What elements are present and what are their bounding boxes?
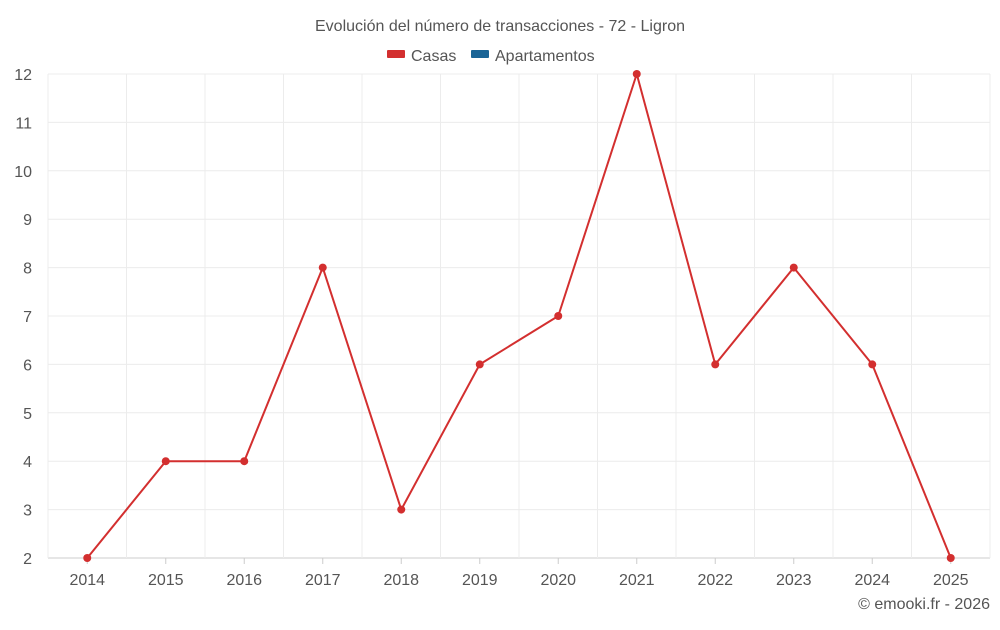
y-tick-label: 3	[23, 503, 32, 520]
y-tick-label: 10	[14, 164, 32, 181]
data-point[interactable]	[475, 360, 484, 369]
grid	[47, 73, 991, 559]
data-point[interactable]	[632, 70, 641, 78]
data-point[interactable]	[161, 457, 170, 466]
data-point[interactable]	[868, 360, 877, 369]
legend[interactable]: Casas Apartamentos	[387, 48, 595, 65]
data-point[interactable]	[83, 554, 92, 562]
chart-title: Evolución del número de transacciones - …	[315, 18, 685, 35]
credit-text: © emooki.fr - 2026	[858, 596, 990, 613]
data-point[interactable]	[711, 360, 720, 369]
x-axis: 2014 2015 2016 2017 2018 2019 2020 2021 2022 2023…	[69, 558, 969, 589]
data-point[interactable]	[318, 263, 327, 272]
data-point[interactable]	[240, 457, 249, 466]
y-tick-label: 2	[23, 551, 32, 568]
data-point[interactable]	[554, 312, 563, 320]
y-tick-label: 9	[23, 212, 32, 229]
y-tick-label: 7	[23, 309, 32, 326]
y-tick-label: 5	[23, 406, 32, 423]
x-tick-label: 2014	[69, 572, 105, 589]
x-tick-label: 2024	[854, 572, 890, 589]
series-casas	[83, 70, 955, 562]
data-point[interactable]	[789, 263, 798, 272]
x-tick-label: 2020	[540, 572, 576, 589]
data-point[interactable]	[946, 554, 955, 562]
y-axis: 2 3 4 5 6 7 8 9 10 11 12	[14, 67, 32, 568]
x-tick-label: 2017	[305, 572, 341, 589]
legend-item-casas[interactable]: Casas	[387, 48, 456, 65]
y-tick-label: 11	[15, 115, 32, 132]
x-tick-label: 2016	[226, 572, 262, 589]
x-tick-label: 2021	[619, 572, 655, 589]
x-tick-label: 2018	[383, 572, 419, 589]
x-tick-label: 2015	[148, 572, 184, 589]
legend-swatch-casas	[387, 50, 405, 58]
legend-label-casas: Casas	[411, 48, 456, 65]
y-tick-label: 12	[14, 67, 32, 84]
x-tick-label: 2025	[933, 572, 969, 589]
data-point[interactable]	[397, 505, 406, 514]
legend-swatch-apartamentos	[471, 50, 489, 58]
legend-label-apartamentos: Apartamentos	[495, 48, 595, 65]
x-tick-label: 2022	[697, 572, 733, 589]
x-tick-label: 2019	[462, 572, 498, 589]
y-tick-label: 4	[23, 454, 32, 471]
x-tick-label: 2023	[776, 572, 812, 589]
y-tick-label: 8	[23, 261, 32, 278]
series-line-casas	[86, 73, 952, 559]
legend-item-apartamentos[interactable]: Apartamentos	[471, 48, 595, 65]
y-tick-label: 6	[23, 357, 32, 374]
